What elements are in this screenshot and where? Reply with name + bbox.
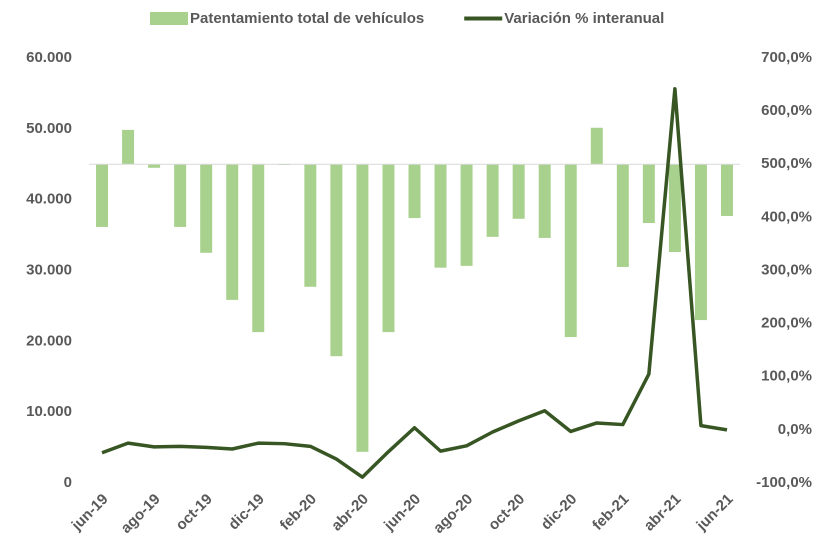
bar [668,164,681,253]
bar [616,164,629,267]
x-tick-label: dic-19 [225,491,268,534]
y2-tick-label: 100,0% [761,368,812,385]
bar [174,164,187,227]
y2-tick-label: 0,0% [778,421,812,438]
bar [252,164,265,333]
y2-tick-label: 500,0% [761,155,812,172]
bar [434,164,447,268]
x-tick-label: ago-19 [118,491,164,537]
y2-tick-label: 200,0% [761,315,812,332]
x-tick-label: jun-20 [380,491,424,535]
bar [96,164,109,227]
y-tick-label: 10.000 [26,403,72,420]
legend-label: Patentamiento total de vehículos [190,10,424,27]
bar [720,164,733,216]
bar [356,164,369,452]
bar [226,164,239,300]
x-tick-label: jun-19 [68,491,112,535]
bar [694,164,707,321]
x-tick-label: abr-20 [328,491,372,535]
line [101,87,728,479]
y-tick-label: 30.000 [26,261,72,278]
bar [330,164,343,357]
y-tick-label: 0 [64,474,72,491]
y2-tick-label: 400,0% [761,208,812,225]
bar [122,129,135,165]
x-tick-label: dic-20 [538,491,581,534]
bar [512,164,525,219]
y-tick-label: 60.000 [26,49,72,66]
bar [538,164,551,238]
bar [642,164,655,224]
bar [200,164,213,253]
x-tick-label: oct-19 [173,491,216,534]
x-tick-label: oct-20 [485,491,528,534]
bar [486,164,499,237]
bar [304,164,317,287]
x-tick-label: ago-20 [430,491,476,537]
y-tick-label: 20.000 [26,332,72,349]
y-tick-label: 50.000 [26,120,72,137]
bar [590,127,603,165]
bar [148,164,161,168]
y2-tick-label: -100,0% [756,474,812,491]
legend-label: Variación % interanual [504,10,664,27]
x-tick-label: feb-20 [277,491,320,534]
bar [460,164,473,266]
y2-tick-label: 600,0% [761,102,812,119]
bar [564,164,577,338]
x-tick-label: abr-21 [641,491,685,535]
legend-swatch [150,12,188,25]
y2-tick-label: 700,0% [761,49,812,66]
bar [382,164,395,333]
y2-tick-label: 300,0% [761,261,812,278]
y-tick-label: 40.000 [26,191,72,208]
x-tick-label: jun-21 [693,491,737,535]
x-tick-label: feb-21 [589,491,632,534]
bar [408,164,421,219]
